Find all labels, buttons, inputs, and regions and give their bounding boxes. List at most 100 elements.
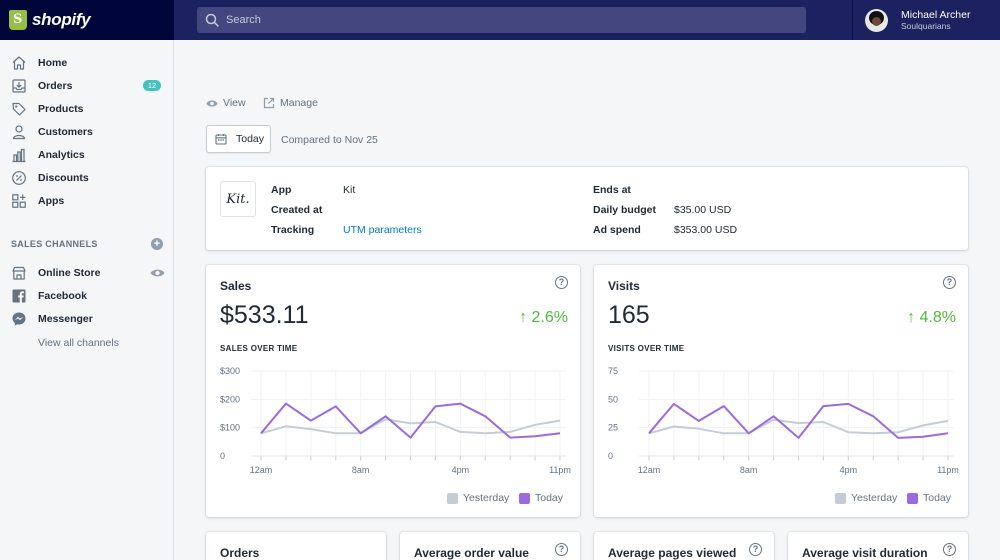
sidebar-item-label: Analytics [38,149,85,161]
ad-spend-label: Ad spend [593,224,641,236]
external-link-icon [263,97,275,109]
y-tick-label: 75 [608,366,618,376]
help-icon[interactable]: ? [943,276,956,289]
y-tick-label: $300 [220,366,240,376]
search-input[interactable] [226,14,786,26]
ends-at-label: Ends at [593,184,631,196]
home-icon [11,55,27,71]
calendar-icon [215,134,227,145]
top-bar: shopify [0,0,1000,40]
sidebar-item-discounts[interactable]: Discounts [0,167,174,189]
visits-card: Visits ? 165 ↑ 4.8% VISITS OVER TIME 75 5… [594,265,968,517]
orders-card-title: Orders [220,546,260,560]
eye-icon[interactable] [150,268,165,278]
sidebar-item-home[interactable]: Home [0,52,174,74]
sidebar-item-label: Products [38,103,84,115]
campaign-info-card: Kit. App Kit Created at Tracking UTM par… [206,167,968,250]
average-visit-duration-card: Average visit duration ? [788,532,968,560]
sidebar-item-label: Apps [38,195,65,207]
sales-channels-heading: SALES CHANNELS [11,239,98,249]
sidebar-item-label: Online Store [38,267,101,279]
visits-title: Visits [608,279,640,293]
sidebar-item-orders[interactable]: Orders 12 [0,75,174,97]
sidebar-item-label: Customers [38,126,93,138]
sidebar-item-apps[interactable]: Apps [0,190,174,212]
view-all-channels-link[interactable]: View all channels [38,337,119,349]
bar-chart-icon [11,147,27,163]
y-tick-label: $200 [220,394,240,404]
legend-today: Today [907,492,951,504]
sidebar-item-label: Messenger [38,313,93,325]
y-tick-label: 50 [608,394,618,404]
sidebar-item-online-store[interactable]: Online Store [0,262,174,284]
sales-value: $533.11 [220,301,309,329]
visits-change: ↑ 4.8% [907,309,956,326]
sidebar-item-facebook[interactable]: Facebook [0,285,174,307]
x-tick-label: 4pm [452,465,470,475]
sidebar-item-products[interactable]: Products [0,98,174,120]
manage-link[interactable]: Manage [263,97,318,109]
average-visit-duration-title: Average visit duration [802,546,928,560]
user-menu[interactable]: Michael Archer Soulquarians [852,0,1000,40]
visits-value: 165 [608,301,650,329]
sidebar-item-label: Orders [38,80,73,92]
sidebar: Home Orders 12 Products Customers Analyt… [0,40,174,560]
store-icon [11,265,27,281]
app-value: Kit [343,184,356,196]
user-org: Soulquarians [901,20,951,31]
legend-swatch-yesterday [447,492,458,504]
eye-icon [206,100,218,106]
average-pages-viewed-title: Average pages viewed [608,546,737,560]
brand-logo[interactable]: shopify [0,0,174,40]
sidebar-item-customers[interactable]: Customers [0,121,174,143]
date-range-button[interactable]: Today [206,125,271,153]
help-icon[interactable]: ? [555,276,568,289]
tag-icon [11,101,27,117]
orders-card: Orders [206,532,386,560]
sidebar-item-messenger[interactable]: Messenger [0,308,174,330]
sidebar-item-label: Discounts [38,172,89,184]
y-tick-label: 0 [220,451,225,461]
date-range-label: Today [236,133,265,145]
help-icon[interactable]: ? [749,543,762,556]
x-tick-label: 12am [638,465,661,475]
manage-label: Manage [280,97,318,109]
discount-icon [11,170,27,186]
x-tick-label: 11pm [937,465,959,475]
orders-count-badge: 12 [143,80,161,91]
search-bar[interactable] [197,7,806,33]
series-line-today [648,402,949,439]
sales-change: ↑ 2.6% [519,309,568,326]
facebook-icon [11,288,27,304]
tracking-link[interactable]: UTM parameters [343,224,422,236]
sidebar-item-label: Home [38,57,68,69]
average-order-value-card: Average order value ? [400,532,580,560]
sales-title: Sales [220,279,252,293]
x-tick-label: 11pm [549,465,571,475]
view-label: View [223,97,246,109]
help-icon[interactable]: ? [555,543,568,556]
x-tick-label: 8am [740,465,758,475]
legend-label: Yesterday [463,492,510,504]
visits-chart-title: VISITS OVER TIME [608,344,685,353]
messenger-icon [11,311,27,327]
orders-icon [11,78,27,94]
user-name: Michael Archer [901,8,971,21]
daily-budget-value: $35.00 USD [674,204,732,216]
y-tick-label: 25 [608,423,618,433]
view-link[interactable]: View [206,97,246,109]
add-channel-button[interactable]: + [151,238,163,250]
legend-today: Today [519,492,563,504]
x-tick-label: 4pm [840,465,858,475]
help-icon[interactable]: ? [943,543,956,556]
x-tick-label: 8am [352,465,370,475]
legend-label: Today [923,492,952,504]
sidebar-item-analytics[interactable]: Analytics [0,144,174,166]
sales-chart-title: SALES OVER TIME [220,344,298,353]
x-tick-label: 12am [250,465,273,475]
average-order-value-title: Average order value [414,546,529,560]
legend-label: Today [535,492,564,504]
tracking-label: Tracking [271,224,315,236]
avatar [865,8,888,32]
sales-line-chart: $300 $200 $100 0 12am 8am 4pm 11pm [220,366,571,475]
